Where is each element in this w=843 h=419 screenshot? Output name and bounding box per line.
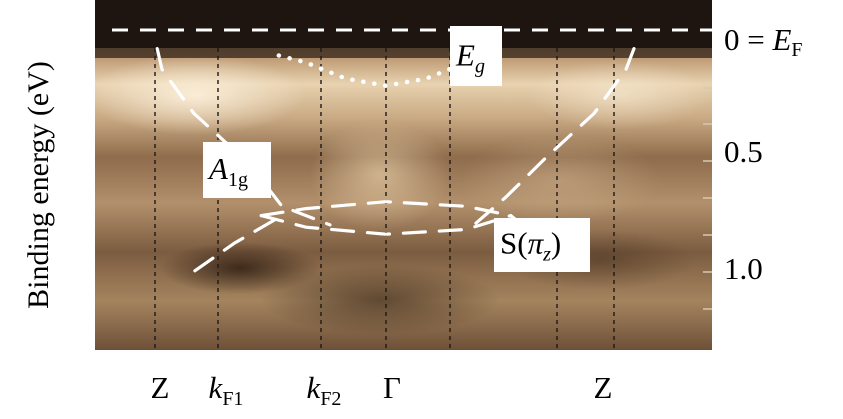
x-tick-label-Z2: Z (594, 370, 613, 405)
y-tick-label: 1.0 (724, 251, 763, 286)
band-line-4 (259, 200, 513, 218)
x-tick-label-G: Γ (383, 370, 401, 405)
intensity-map (95, 0, 712, 350)
y-tick-marks (703, 87, 712, 310)
y-tick-label: 0.5 (724, 134, 763, 169)
band-line-0 (276, 53, 496, 88)
band-label-box (494, 218, 590, 272)
band-line-3 (259, 214, 513, 236)
x-tick-label-kF2: kF2 (307, 370, 342, 410)
band-label-text: S(πz) (500, 226, 561, 266)
band-line-2 (472, 46, 636, 227)
band-label-1: A1g (203, 142, 271, 198)
y-axis-label: Binding energy (eV) (22, 61, 55, 309)
y-tick-labels: 0 = EF 0.5 1.0 (724, 22, 803, 286)
band-line-5 (189, 218, 276, 276)
band-label-text: A1g (207, 151, 248, 191)
x-tick-label-Z1: Z (151, 370, 170, 405)
band-labels: Eg A1g S(πz) (203, 26, 590, 272)
band-label-0: Eg (450, 26, 502, 86)
y-tick-label: 0 = EF (724, 22, 803, 61)
band-label-box (450, 26, 502, 86)
band-line-1 (155, 46, 332, 227)
band-label-text: Eg (455, 38, 485, 78)
band-label-3: S(πz) (494, 218, 590, 272)
band-label-box (203, 142, 271, 198)
x-tick-label-kF1: kF1 (209, 370, 244, 410)
